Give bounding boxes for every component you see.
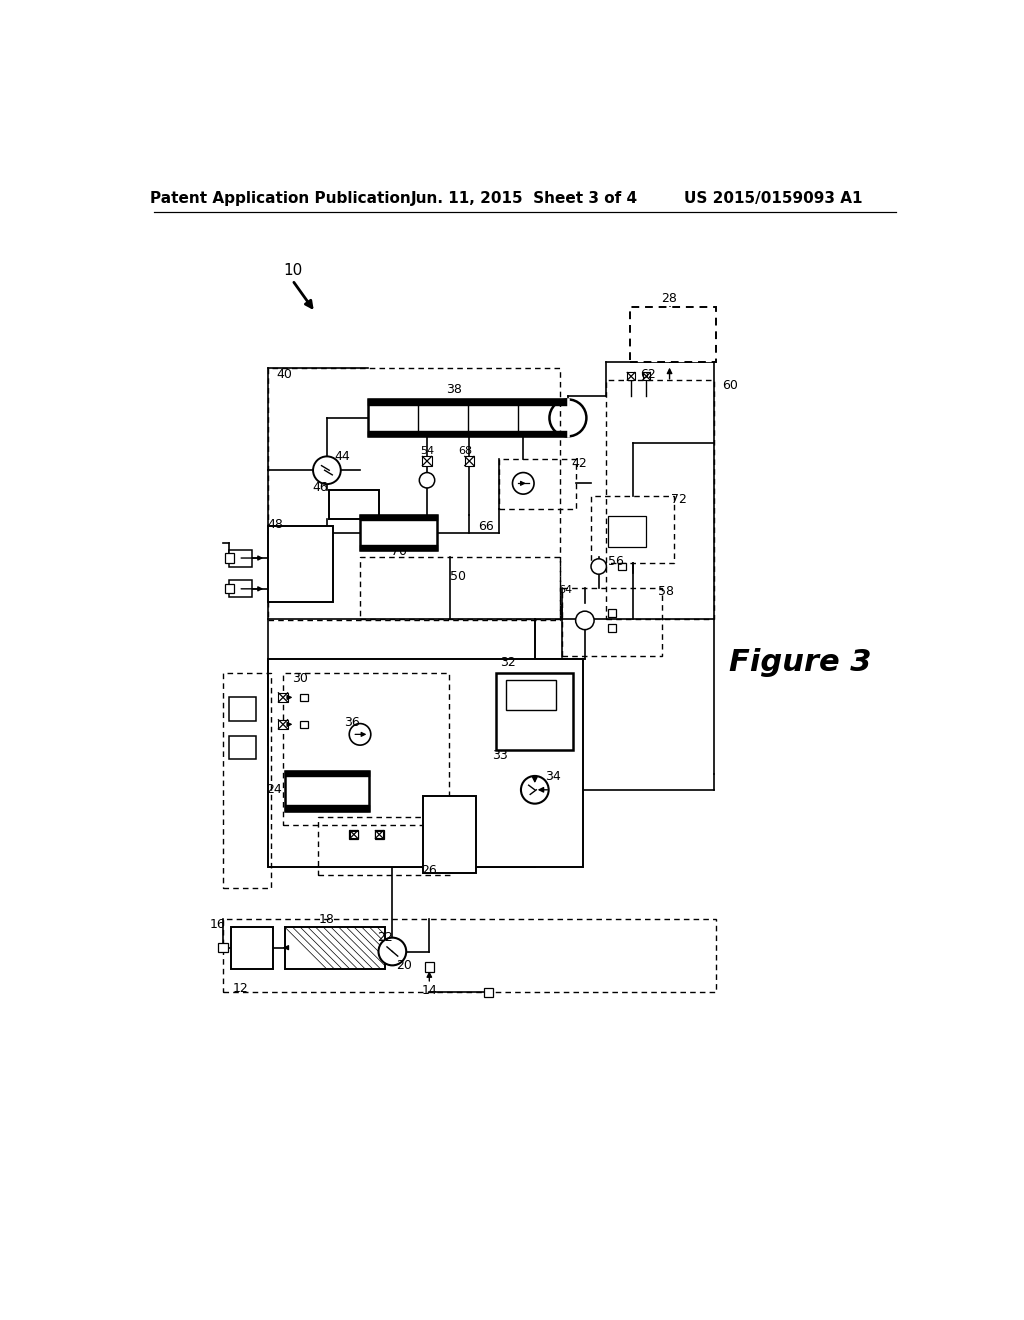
Bar bbox=[223, 919, 716, 993]
Text: 14: 14 bbox=[422, 983, 437, 997]
Text: 68: 68 bbox=[459, 446, 472, 455]
Bar bbox=[608, 624, 615, 632]
Bar bbox=[218, 942, 227, 952]
Bar bbox=[499, 459, 575, 508]
Text: 62: 62 bbox=[640, 367, 655, 380]
Bar bbox=[425, 962, 434, 972]
Text: 66: 66 bbox=[478, 520, 495, 533]
Bar bbox=[630, 308, 716, 363]
Bar bbox=[350, 830, 357, 838]
Text: 56: 56 bbox=[608, 556, 624, 569]
Bar bbox=[230, 927, 273, 969]
Bar bbox=[465, 457, 474, 466]
Bar bbox=[608, 609, 615, 616]
Bar bbox=[267, 659, 584, 867]
Bar bbox=[643, 372, 650, 380]
Bar bbox=[349, 830, 358, 840]
Bar bbox=[279, 693, 288, 702]
Bar bbox=[484, 987, 494, 997]
Bar bbox=[606, 380, 714, 619]
Bar bbox=[224, 585, 233, 594]
Text: 12: 12 bbox=[233, 982, 249, 995]
Text: 16: 16 bbox=[210, 917, 225, 931]
Text: Patent Application Publication: Patent Application Publication bbox=[151, 191, 411, 206]
Circle shape bbox=[591, 558, 606, 574]
Text: 30: 30 bbox=[292, 672, 308, 685]
Bar bbox=[229, 549, 252, 566]
Bar bbox=[285, 771, 370, 810]
Text: 10: 10 bbox=[283, 263, 302, 277]
Text: 46: 46 bbox=[312, 482, 328, 495]
Circle shape bbox=[419, 473, 435, 488]
Bar bbox=[375, 830, 384, 840]
Bar bbox=[506, 681, 556, 710]
Bar bbox=[423, 796, 475, 873]
Text: 38: 38 bbox=[446, 383, 462, 396]
Bar bbox=[229, 697, 256, 721]
Text: Figure 3: Figure 3 bbox=[729, 648, 871, 677]
Bar bbox=[608, 516, 646, 548]
Bar bbox=[591, 496, 674, 564]
Bar bbox=[368, 400, 568, 437]
Text: 34: 34 bbox=[545, 770, 560, 783]
Text: 22: 22 bbox=[377, 931, 392, 944]
Bar bbox=[360, 515, 437, 550]
Text: Jun. 11, 2015  Sheet 3 of 4: Jun. 11, 2015 Sheet 3 of 4 bbox=[412, 191, 638, 206]
Text: 54: 54 bbox=[420, 446, 434, 455]
Text: 40: 40 bbox=[276, 367, 293, 380]
Text: 48: 48 bbox=[267, 519, 284, 532]
Text: 58: 58 bbox=[657, 585, 674, 598]
Text: 33: 33 bbox=[493, 748, 508, 762]
Text: 24: 24 bbox=[266, 783, 283, 796]
Circle shape bbox=[512, 473, 535, 494]
Circle shape bbox=[349, 723, 371, 744]
Bar bbox=[229, 581, 252, 598]
Text: 20: 20 bbox=[396, 958, 412, 972]
Text: 28: 28 bbox=[662, 292, 678, 305]
Text: 64: 64 bbox=[558, 585, 571, 594]
Text: 36: 36 bbox=[344, 717, 360, 730]
Text: 26: 26 bbox=[422, 865, 437, 878]
Bar bbox=[562, 589, 662, 656]
Circle shape bbox=[521, 776, 549, 804]
Bar bbox=[300, 721, 307, 729]
Bar bbox=[285, 927, 385, 969]
Circle shape bbox=[379, 937, 407, 965]
Text: 60: 60 bbox=[722, 379, 738, 392]
Bar bbox=[617, 562, 626, 570]
Text: 70: 70 bbox=[390, 545, 407, 557]
Bar bbox=[267, 368, 560, 620]
Bar bbox=[497, 673, 573, 750]
Bar bbox=[300, 693, 307, 701]
Bar bbox=[267, 527, 333, 602]
Bar bbox=[360, 557, 560, 619]
Bar bbox=[223, 673, 270, 888]
Bar bbox=[376, 830, 383, 838]
Text: 44: 44 bbox=[335, 450, 350, 463]
Bar bbox=[422, 457, 432, 466]
Bar bbox=[224, 553, 233, 562]
Bar bbox=[283, 673, 449, 825]
Bar bbox=[317, 817, 453, 875]
Text: US 2015/0159093 A1: US 2015/0159093 A1 bbox=[684, 191, 863, 206]
Bar bbox=[279, 719, 288, 729]
Text: 72: 72 bbox=[671, 492, 687, 506]
Circle shape bbox=[575, 611, 594, 630]
Circle shape bbox=[313, 457, 341, 484]
Circle shape bbox=[550, 400, 587, 437]
Bar bbox=[229, 737, 256, 759]
Text: 18: 18 bbox=[318, 912, 334, 925]
Text: 32: 32 bbox=[500, 656, 516, 669]
Text: 42: 42 bbox=[571, 457, 588, 470]
Text: 50: 50 bbox=[451, 570, 466, 583]
Bar bbox=[330, 490, 379, 519]
Bar bbox=[628, 372, 635, 380]
